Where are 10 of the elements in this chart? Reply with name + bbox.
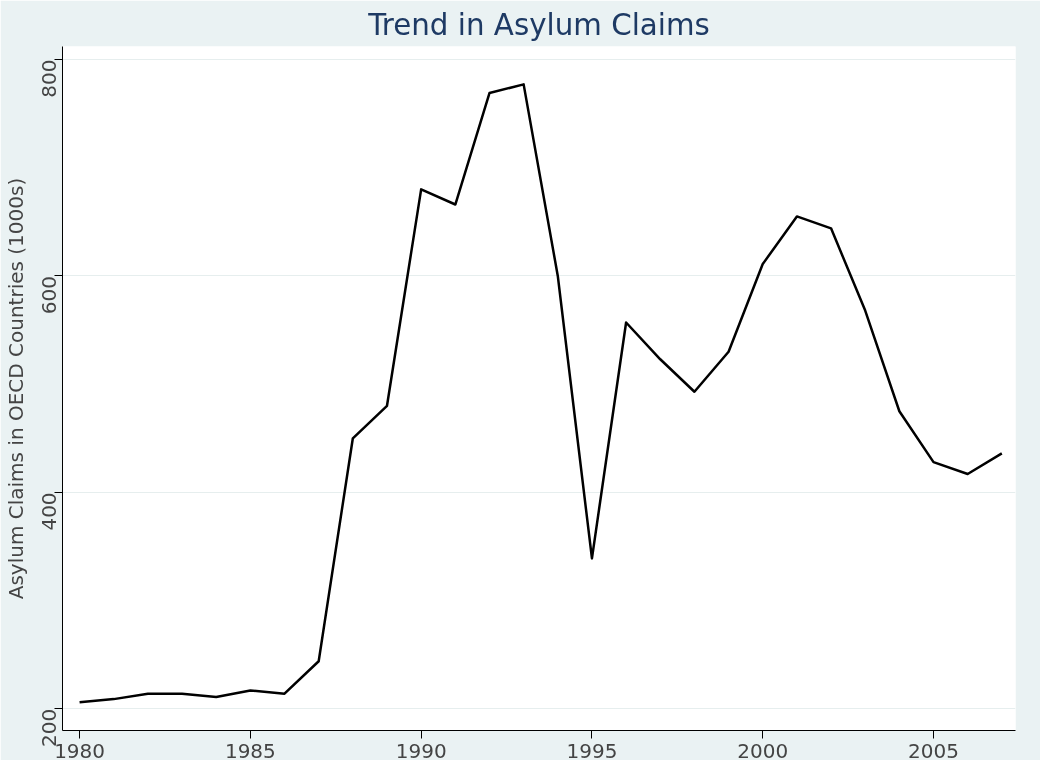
- y-tick-label: 800: [37, 59, 62, 98]
- y-tick-label: 400: [37, 492, 62, 531]
- x-tick-label: 2005: [908, 738, 959, 763]
- x-tick-label: 1985: [224, 738, 276, 763]
- x-tick-label: 1995: [566, 738, 618, 763]
- y-tick-label: 600: [37, 275, 62, 315]
- y-axis-title: Asylum Claims in OECD Countries (1000s): [3, 177, 28, 600]
- x-tick-label: 2000: [737, 738, 789, 763]
- chart-title: Trend in Asylum Claims: [367, 7, 710, 42]
- x-tick-label: 1990: [395, 738, 447, 763]
